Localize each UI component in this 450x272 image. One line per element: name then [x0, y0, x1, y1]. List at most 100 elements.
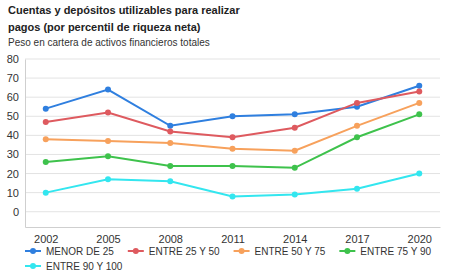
point: [230, 146, 236, 152]
point: [167, 163, 173, 169]
point: [354, 186, 360, 192]
point: [43, 106, 49, 112]
point: [230, 134, 236, 140]
legend-marker: [239, 248, 245, 254]
x-tick-label: 2014: [283, 233, 307, 245]
x-tick-label: 2017: [345, 233, 369, 245]
point: [292, 125, 298, 131]
point: [167, 123, 173, 129]
y-tick: 50: [7, 110, 25, 122]
grid-line: [25, 211, 440, 212]
point: [167, 178, 173, 184]
legend-item: ENTRE 25 Y 50: [128, 246, 220, 257]
y-tick-label: 60: [7, 91, 19, 103]
x-tick-label: 2020: [408, 233, 432, 245]
y-tick-label: 0: [13, 206, 19, 218]
point: [416, 111, 422, 117]
y-tick-label: 40: [7, 129, 19, 141]
series-line: [46, 114, 420, 167]
legend-item: ENTRE 75 Y 90: [339, 246, 431, 257]
x-tick: 2011: [221, 227, 245, 245]
x-tick: 2014: [283, 227, 307, 245]
point: [292, 111, 298, 117]
y-tick-label: 10: [7, 187, 19, 199]
point: [230, 163, 236, 169]
legend: MENOR DE 25 ENTRE 25 Y 50 ENTRE 50 Y 75 ENT…: [25, 246, 432, 272]
series-line: [46, 86, 420, 126]
series-line: [46, 174, 420, 197]
point: [105, 138, 111, 144]
legend-item: MENOR DE 25: [25, 246, 114, 257]
legend-label: ENTRE 50 Y 75: [255, 246, 326, 257]
point: [292, 148, 298, 154]
x-tick-label: 2005: [96, 233, 120, 245]
point: [230, 113, 236, 119]
x-tick: 2005: [96, 227, 120, 245]
legend-label: ENTRE 25 Y 50: [149, 246, 220, 257]
title-line: Cuentas y depósitos utilizables para rea…: [8, 4, 240, 16]
point: [167, 129, 173, 135]
y-tick: 0: [13, 206, 25, 218]
point: [416, 88, 422, 94]
title: Cuentas y depósitos utilizables para rea…: [8, 4, 240, 33]
x-tick: 2002: [34, 227, 58, 245]
point: [43, 136, 49, 142]
point: [230, 193, 236, 199]
grid-line: [25, 173, 440, 174]
plot-area: [43, 83, 423, 200]
y-axis-line: [25, 60, 26, 228]
point: [416, 83, 422, 89]
y-tick-label: 70: [7, 72, 19, 84]
y-tick: 10: [7, 187, 25, 199]
x-tick-label: 2008: [159, 233, 183, 245]
point: [354, 123, 360, 129]
y-tick: 30: [7, 148, 25, 160]
legend-marker: [30, 263, 36, 269]
legend-marker: [133, 248, 139, 254]
point: [43, 190, 49, 196]
chart: Cuentas y depósitos utilizables para rea…: [0, 0, 450, 272]
subtitle: Peso en cartera de activos financieros t…: [8, 37, 210, 48]
point: [416, 100, 422, 106]
y-tick: 40: [7, 129, 25, 141]
point: [292, 192, 298, 198]
point: [43, 119, 49, 125]
y-tick-label: 20: [7, 168, 19, 180]
point: [43, 159, 49, 165]
x-axis: 2002 2005 2008 2011 2014 2017 2020: [26, 227, 441, 245]
y-tick-label: 50: [7, 110, 19, 122]
point: [167, 140, 173, 146]
point: [105, 87, 111, 93]
legend-label: MENOR DE 25: [46, 246, 114, 257]
x-tick: 2020: [408, 227, 432, 245]
point: [354, 100, 360, 106]
grid-line: [25, 154, 440, 155]
series-line: [46, 91, 420, 137]
point: [105, 176, 111, 182]
point: [416, 171, 422, 177]
y-tick-label: 30: [7, 148, 19, 160]
grid-line: [25, 59, 440, 60]
legend-marker: [30, 248, 36, 254]
legend-marker: [344, 248, 350, 254]
y-tick: 70: [7, 72, 25, 84]
legend-item: ENTRE 90 Y 100: [25, 261, 123, 272]
y-tick: 20: [7, 168, 25, 180]
point: [292, 165, 298, 171]
grid: [25, 59, 440, 212]
x-axis-line: [26, 227, 441, 228]
x-tick: 2008: [159, 227, 183, 245]
y-tick: 60: [7, 91, 25, 103]
series-line: [46, 103, 420, 151]
point: [105, 153, 111, 159]
grid-line: [25, 192, 440, 193]
title-line: pagos (por percentil de riqueza neta): [8, 21, 201, 33]
legend-label: ENTRE 75 Y 90: [360, 246, 431, 257]
y-tick-label: 80: [7, 53, 19, 65]
legend-label: ENTRE 90 Y 100: [46, 261, 123, 272]
legend-item: ENTRE 50 Y 75: [234, 246, 326, 257]
x-tick-label: 2011: [221, 233, 245, 245]
y-tick: 80: [7, 53, 25, 65]
point: [105, 109, 111, 115]
point: [354, 134, 360, 140]
